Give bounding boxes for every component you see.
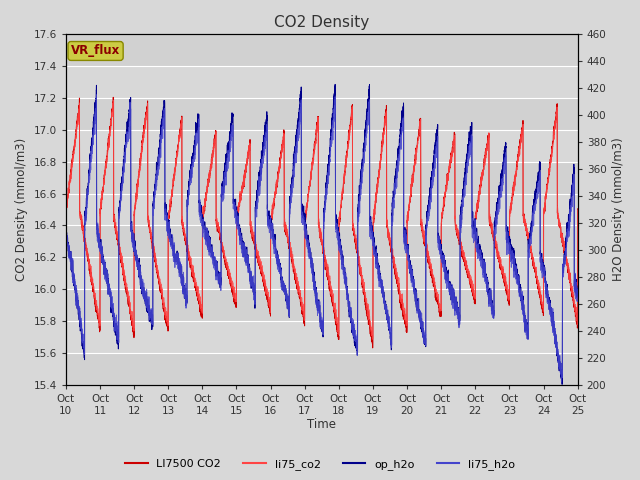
- LI7500 CO2: [483, 146, 491, 152]
- LI7500 CO2: [155, 279, 163, 285]
- Line: op_h2o: op_h2o: [66, 84, 578, 384]
- Bar: [66, 34, 578, 66]
- LI7500 CO2: [444, 176, 452, 181]
- li75_h2o: [557, 379, 565, 385]
- op_h2o: [155, 153, 163, 158]
- Text: VR_flux: VR_flux: [71, 45, 120, 58]
- Line: LI7500 CO2: LI7500 CO2: [66, 97, 578, 348]
- li75_co2: [395, 283, 403, 289]
- Title: CO2 Density: CO2 Density: [274, 15, 369, 30]
- li75_h2o: [444, 271, 452, 277]
- Y-axis label: H2O Density (mmol/m3): H2O Density (mmol/m3): [612, 138, 625, 281]
- Legend: LI7500 CO2, li75_co2, op_h2o, li75_h2o: LI7500 CO2, li75_co2, op_h2o, li75_h2o: [121, 455, 519, 474]
- LI7500 CO2: [369, 224, 377, 229]
- li75_co2: [574, 207, 582, 213]
- LI7500 CO2: [62, 207, 70, 213]
- li75_co2: [62, 210, 70, 216]
- op_h2o: [574, 288, 582, 293]
- op_h2o: [395, 152, 403, 157]
- op_h2o: [369, 235, 377, 241]
- op_h2o: [332, 82, 339, 87]
- li75_co2: [258, 264, 266, 269]
- op_h2o: [257, 148, 265, 154]
- li75_h2o: [483, 285, 491, 291]
- li75_h2o: [395, 160, 403, 166]
- Bar: [66, 98, 578, 130]
- li75_co2: [109, 97, 117, 103]
- li75_h2o: [574, 287, 582, 292]
- op_h2o: [62, 222, 70, 228]
- li75_h2o: [62, 222, 70, 228]
- Bar: [66, 162, 578, 193]
- li75_co2: [369, 222, 377, 228]
- LI7500 CO2: [369, 345, 376, 351]
- li75_h2o: [258, 159, 266, 165]
- Line: li75_h2o: li75_h2o: [66, 95, 578, 382]
- li75_h2o: [155, 167, 163, 172]
- li75_co2: [483, 148, 491, 154]
- Bar: [66, 353, 578, 385]
- LI7500 CO2: [258, 268, 266, 274]
- li75_co2: [369, 336, 376, 342]
- Bar: [66, 289, 578, 321]
- Line: li75_co2: li75_co2: [66, 100, 578, 339]
- op_h2o: [444, 268, 452, 274]
- LI7500 CO2: [109, 95, 117, 100]
- LI7500 CO2: [395, 285, 403, 290]
- li75_co2: [444, 176, 452, 181]
- li75_co2: [155, 275, 163, 281]
- li75_h2o: [93, 92, 100, 97]
- Y-axis label: CO2 Density (mmol/m3): CO2 Density (mmol/m3): [15, 138, 28, 281]
- LI7500 CO2: [574, 206, 582, 212]
- li75_h2o: [369, 239, 377, 244]
- X-axis label: Time: Time: [307, 419, 336, 432]
- op_h2o: [483, 279, 491, 285]
- Bar: [66, 226, 578, 257]
- op_h2o: [558, 382, 566, 387]
